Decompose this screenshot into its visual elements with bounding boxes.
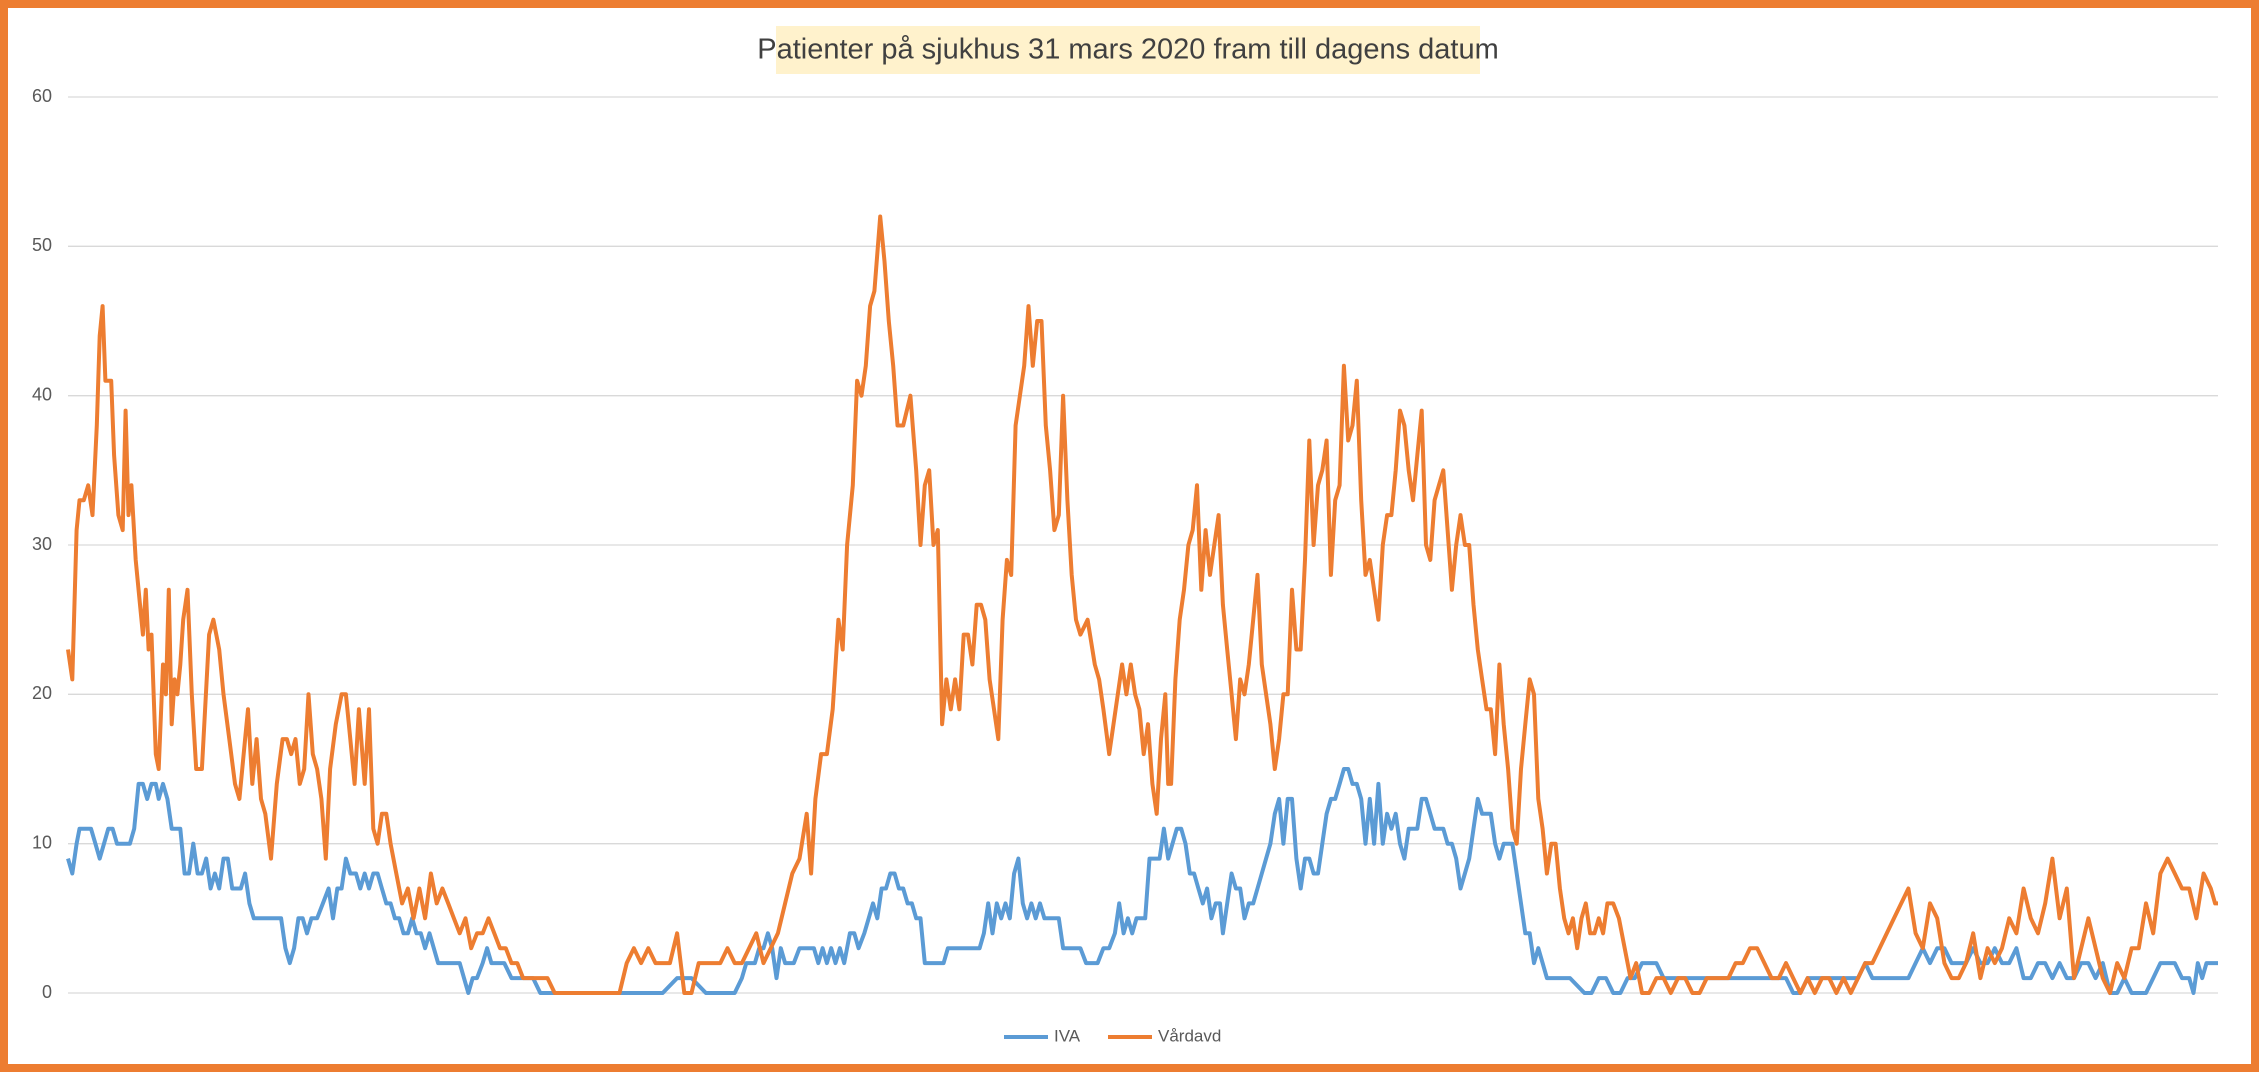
legend-label: IVA <box>1054 1026 1081 1045</box>
y-tick-label: 10 <box>32 832 52 852</box>
y-tick-label: 40 <box>32 384 52 404</box>
y-tick-label: 0 <box>42 982 52 1002</box>
legend-label: Vårdavd <box>1158 1026 1221 1045</box>
y-tick-label: 30 <box>32 534 52 554</box>
chart-title: Patienter på sjukhus 31 mars 2020 fram t… <box>757 34 1499 66</box>
y-tick-label: 20 <box>32 683 52 703</box>
y-tick-label: 60 <box>32 86 52 106</box>
title-box <box>776 26 1480 74</box>
series-line <box>66 214 2218 995</box>
y-tick-label: 50 <box>32 235 52 255</box>
